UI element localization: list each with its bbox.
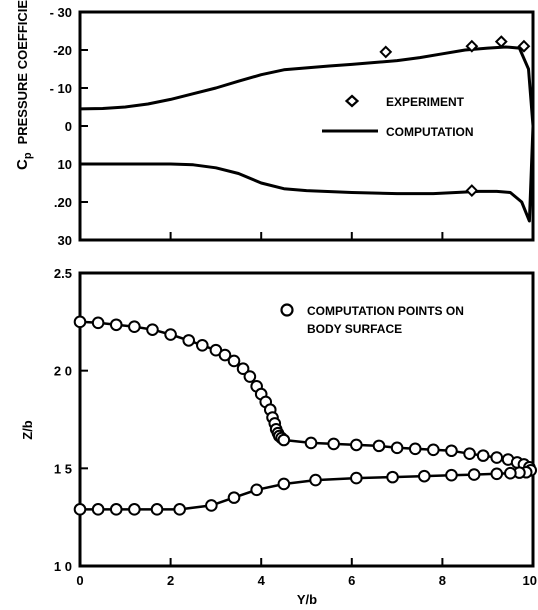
bottom-x-tick-label: 8 (439, 573, 446, 588)
computation-point (350, 438, 363, 452)
svg-text:CpPRESSURE COEFFICIENT: Cp PRESSURE COEFFICIENT (14, 0, 34, 170)
bottom-x-tick-label: 0 (76, 573, 83, 588)
cp-symbol: C (14, 159, 31, 170)
computation-point (386, 470, 399, 484)
computation-point (490, 451, 504, 464)
bottom-y-tick-label: 1 0 (54, 559, 72, 574)
computation-point (445, 444, 458, 458)
computation-point (309, 473, 322, 487)
computation-point (146, 323, 159, 336)
computation-point (182, 334, 196, 347)
computation-point (205, 499, 218, 512)
experiment-point (465, 184, 479, 198)
computation-curve (80, 125, 535, 223)
computation-point (445, 468, 458, 482)
top-x-ticks (79, 232, 534, 240)
legend-circle-marker (280, 303, 294, 317)
top-experiment-markers (379, 35, 531, 198)
pressure-coefficient-label: PRESSURE COEFFICIENT (15, 0, 30, 144)
bottom-y-tick-label: 2.5 (54, 266, 72, 281)
bottom-y-axis-title: Z/b (20, 420, 35, 440)
bottom-x-ticks: 0 2 4 6 8 10 (76, 558, 537, 588)
computation-point (277, 433, 291, 447)
top-y-tick-label: 10 (58, 157, 72, 172)
bottom-y-ticks: 1 0 1 5 2 0 2.5 (54, 266, 88, 574)
computation-point (73, 315, 87, 329)
computation-point (417, 469, 431, 483)
computation-point (196, 338, 209, 352)
computation-point (164, 328, 177, 341)
computation-point (73, 503, 87, 516)
computation-point (227, 354, 241, 368)
computation-point (350, 471, 363, 485)
computation-point (327, 437, 340, 451)
computation-point (250, 483, 263, 497)
body-surface-curve (79, 320, 535, 511)
top-y-tick-label: - 10 (50, 81, 72, 96)
computation-point (427, 443, 440, 457)
legend-points-label: COMPUTATION POINTS ON BODY SURFACE (307, 304, 467, 336)
computation-point (372, 439, 386, 453)
computation-point (109, 503, 123, 516)
top-computation-lines (79, 45, 535, 223)
computation-point (236, 362, 250, 376)
computation-point (227, 491, 241, 504)
bottom-plot-frame (78, 271, 535, 568)
body-surface-lines (79, 320, 535, 511)
experiment-point (494, 35, 508, 49)
cp-subscript: p (22, 152, 34, 159)
computation-point (150, 503, 164, 516)
computation-point (476, 449, 490, 462)
computation-point (173, 503, 186, 516)
experiment-point (465, 39, 479, 53)
computation-curve (79, 45, 535, 127)
computation-point (91, 316, 105, 330)
bottom-x-tick-label: 4 (258, 573, 266, 588)
top-y-tick-label: -20 (53, 43, 72, 58)
bottom-y-tick-label: 1 5 (54, 461, 72, 476)
top-y-tick-label: 0 (65, 119, 72, 134)
top-legend: EXPERIMENT COMPUTATION (322, 94, 474, 139)
experiment-point (379, 45, 393, 59)
computation-point (243, 370, 257, 383)
computation-point (304, 436, 318, 450)
computation-point (128, 320, 141, 334)
top-y-tick-label: 30 (58, 233, 72, 248)
computation-point (390, 441, 404, 455)
computation-point (277, 477, 291, 491)
computation-point-markers (73, 315, 538, 516)
computation-point (128, 503, 141, 516)
experiment-point (517, 39, 531, 53)
bottom-x-tick-label: 2 (167, 573, 174, 588)
top-y-tick-label: .20 (54, 195, 72, 210)
body-surface-chart: 1 0 1 5 2 0 2.5 0 2 4 6 8 10 COMPUTATION POINTS … (20, 266, 538, 607)
computation-point (504, 466, 517, 480)
legend-computation-label: COMPUTATION (386, 125, 474, 139)
bottom-x-tick-label: 10 (523, 573, 537, 588)
computation-point (109, 318, 123, 332)
bottom-y-tick-label: 2 0 (54, 364, 72, 379)
top-y-axis-title: Cp PRESSURE COEFFICIENT (14, 0, 34, 170)
computation-point (408, 442, 422, 456)
legend-diamond-marker (344, 94, 360, 108)
computation-point (490, 467, 504, 481)
computation-point (218, 348, 232, 362)
top-y-tick-label: - 30 (50, 5, 72, 20)
bottom-x-tick-label: 6 (348, 573, 355, 588)
bottom-x-axis-title: Y/b (297, 592, 317, 607)
top-y-ticks: - 30 -20 - 10 0 10 .20 30 (50, 5, 88, 248)
computation-point (467, 468, 481, 481)
bottom-legend: COMPUTATION POINTS ON BODY SURFACE (280, 303, 467, 336)
computation-point (91, 503, 105, 516)
computation-point (463, 447, 476, 460)
pressure-coefficient-chart: - 30 -20 - 10 0 10 .20 30 EXPERIMENT COMPUTATI… (14, 0, 535, 248)
legend-experiment-label: EXPERIMENT (386, 95, 465, 109)
